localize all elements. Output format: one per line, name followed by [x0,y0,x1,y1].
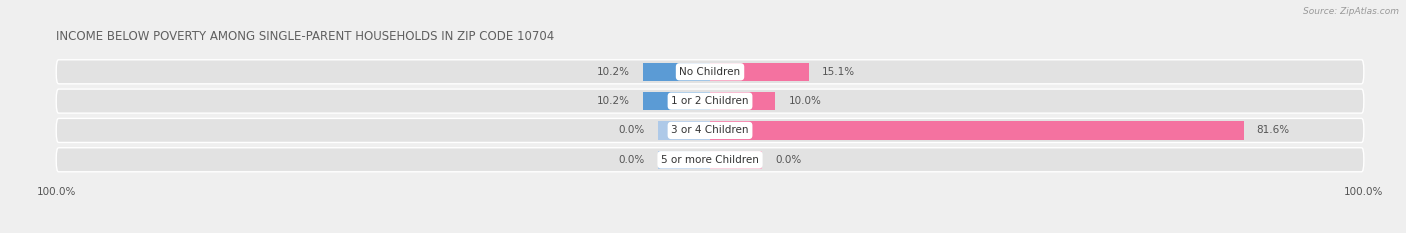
Text: 10.0%: 10.0% [789,96,821,106]
Bar [658,121,710,140]
Text: 10.2%: 10.2% [598,96,630,106]
Bar [644,92,710,110]
Text: No Children: No Children [679,67,741,77]
Text: 81.6%: 81.6% [1257,125,1289,135]
Legend: Single Father, Single Mother: Single Father, Single Mother [605,229,815,233]
Text: INCOME BELOW POVERTY AMONG SINGLE-PARENT HOUSEHOLDS IN ZIP CODE 10704: INCOME BELOW POVERTY AMONG SINGLE-PARENT… [56,30,554,43]
Bar [710,121,1243,140]
FancyBboxPatch shape [56,60,1364,84]
Text: 0.0%: 0.0% [619,155,644,165]
Text: 0.0%: 0.0% [776,155,801,165]
Text: 10.2%: 10.2% [598,67,630,77]
Bar [644,63,710,81]
FancyBboxPatch shape [56,89,1364,113]
Text: 3 or 4 Children: 3 or 4 Children [671,125,749,135]
Bar [710,151,762,169]
Text: 5 or more Children: 5 or more Children [661,155,759,165]
Bar [658,151,710,169]
Bar [710,63,808,81]
Text: 1 or 2 Children: 1 or 2 Children [671,96,749,106]
FancyBboxPatch shape [56,118,1364,142]
Text: 15.1%: 15.1% [823,67,855,77]
FancyBboxPatch shape [56,148,1364,172]
Text: Source: ZipAtlas.com: Source: ZipAtlas.com [1303,7,1399,16]
Text: 0.0%: 0.0% [619,125,644,135]
Bar [710,92,776,110]
